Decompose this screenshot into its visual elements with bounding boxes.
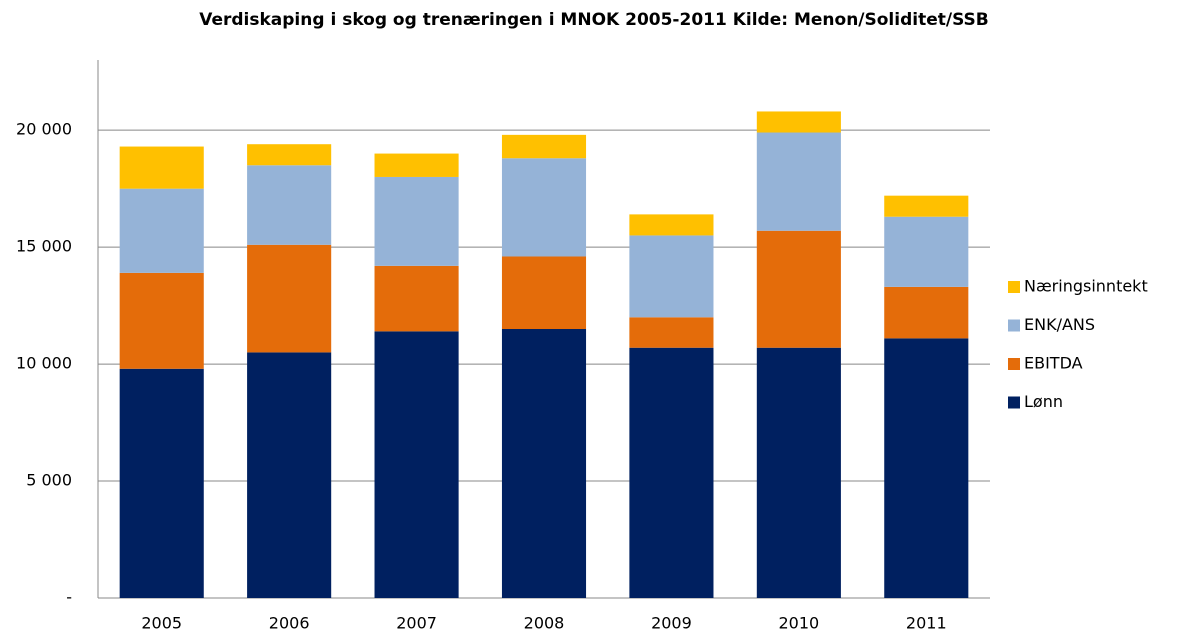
bar-segment: [247, 144, 332, 166]
bar-segment: [884, 216, 969, 287]
bar-segment: [374, 153, 459, 177]
bar-segment: [374, 176, 459, 266]
y-tick-label: -: [66, 588, 72, 607]
bar-segment: [629, 317, 714, 348]
y-tick-label: 10 000: [16, 354, 72, 373]
x-tick-label: 2010: [778, 614, 819, 633]
x-tick-label: 2006: [269, 614, 310, 633]
legend-label: Næringsinntekt: [1024, 277, 1148, 296]
y-tick-label: 15 000: [16, 237, 72, 256]
legend-label: ENK/ANS: [1024, 315, 1095, 334]
bar-segment: [884, 286, 969, 339]
legend-swatch: [1008, 281, 1020, 293]
bar-segment: [247, 352, 332, 598]
chart-title: Verdiskaping i skog og trenæringen i MNO…: [199, 10, 989, 30]
x-tick-label: 2007: [396, 614, 437, 633]
bar-segment: [374, 331, 459, 598]
legend-swatch: [1008, 319, 1020, 332]
legend-swatch: [1008, 396, 1020, 409]
x-tick-label: 2005: [141, 614, 182, 633]
bar-segment: [756, 132, 841, 231]
bar-segment: [884, 195, 969, 217]
bar-segment: [501, 256, 587, 329]
y-tick-label: 5 000: [26, 471, 72, 490]
bar-segment: [501, 329, 587, 598]
legend-swatch: [1008, 358, 1020, 370]
bar-segment: [756, 111, 841, 133]
bar-segment: [756, 347, 841, 598]
bar-segment: [629, 347, 714, 598]
bar-segment: [374, 265, 459, 332]
x-tick-label: 2008: [524, 614, 565, 633]
legend-label: Lønn: [1024, 392, 1063, 411]
bar-segment: [501, 158, 587, 257]
bar-segment: [247, 165, 332, 245]
bar-segment: [119, 188, 204, 273]
bar-segment: [756, 230, 841, 348]
bar-segment: [884, 338, 969, 598]
x-tick-label: 2009: [651, 614, 692, 633]
bar-segment: [119, 146, 204, 189]
legend-label: EBITDA: [1024, 354, 1083, 373]
bar-segment: [629, 235, 714, 318]
bar-segment: [119, 368, 204, 598]
bar-segment: [119, 272, 204, 369]
bar-segment: [629, 214, 714, 236]
y-tick-label: 20 000: [16, 120, 72, 139]
bar-segment: [501, 134, 587, 159]
x-tick-label: 2011: [906, 614, 947, 633]
bar-segment: [247, 244, 332, 353]
